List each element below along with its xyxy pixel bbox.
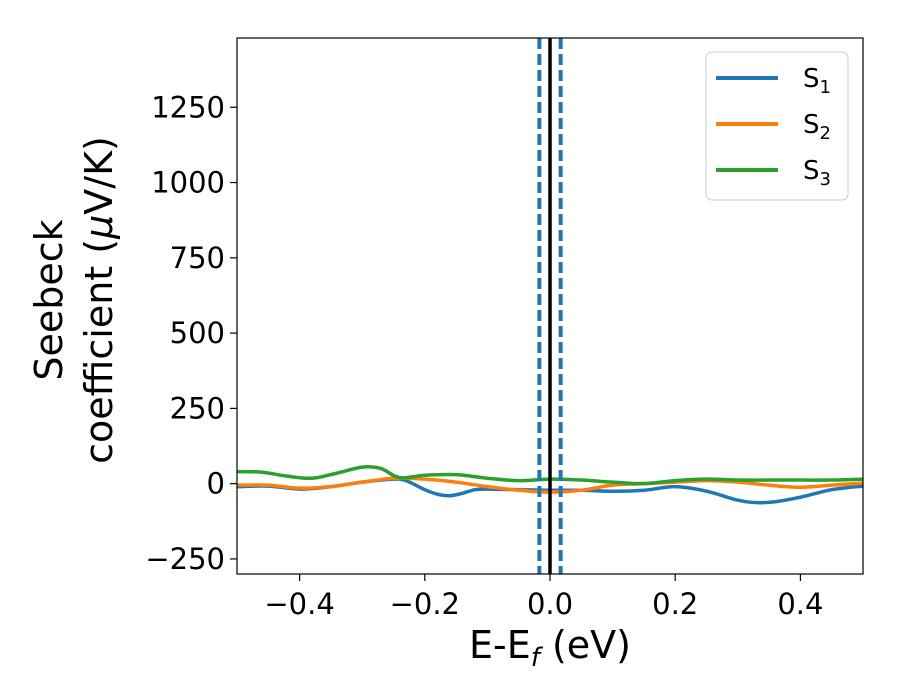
legend-label-s3: S3 xyxy=(803,156,831,190)
legend-label-s1-sub: 1 xyxy=(820,77,831,98)
x-tick-label: 0.2 xyxy=(652,587,698,621)
legend-label-s3-main: S xyxy=(803,156,820,186)
y-tick-label: 750 xyxy=(170,241,225,275)
x-tick-label: 0.4 xyxy=(777,587,823,621)
y-axis-title-line2: coefficient (μV/K) xyxy=(77,136,121,464)
legend-label-s2: S2 xyxy=(803,110,831,144)
series-line-s3 xyxy=(237,465,863,486)
x-axis: −0.4 −0.2 0.0 0.2 0.4 xyxy=(264,574,823,621)
y-tick-label: 250 xyxy=(170,391,225,425)
legend-label-s1-main: S xyxy=(803,64,820,94)
y-axis-title-mu: μ xyxy=(77,215,121,240)
x-tick-label: −0.2 xyxy=(390,587,460,621)
y-tick-label: 1000 xyxy=(151,166,225,200)
legend-label-s2-main: S xyxy=(803,110,820,140)
legend: S1 S2 S3 xyxy=(705,51,849,201)
x-axis-title-unit: (eV) xyxy=(540,623,631,667)
x-axis-title: E-Ef (eV) xyxy=(469,623,631,673)
plot-area xyxy=(237,38,863,574)
x-axis-title-main: E-E xyxy=(469,623,531,667)
legend-label-s1: S1 xyxy=(803,64,831,98)
y-axis-title-line1: Seebeck xyxy=(27,219,71,380)
legend-label-s2-sub: 2 xyxy=(820,123,831,144)
x-tick-label: −0.4 xyxy=(264,587,334,621)
y-tick-label: 1250 xyxy=(151,90,225,124)
x-tick-label: 0.0 xyxy=(527,587,573,621)
y-axis-title-unit: V/K) xyxy=(77,136,121,215)
y-tick-label: 0 xyxy=(207,467,225,501)
y-axis-title: Seebeck coefficient (μV/K) xyxy=(27,136,121,464)
legend-label-s3-sub: 3 xyxy=(820,169,831,190)
y-tick-label: −250 xyxy=(145,542,225,576)
y-tick-label: 500 xyxy=(170,316,225,350)
y-axis-title-text: coefficient ( xyxy=(77,239,121,464)
y-axis: −250 0 250 500 750 1000 1250 xyxy=(145,90,237,576)
